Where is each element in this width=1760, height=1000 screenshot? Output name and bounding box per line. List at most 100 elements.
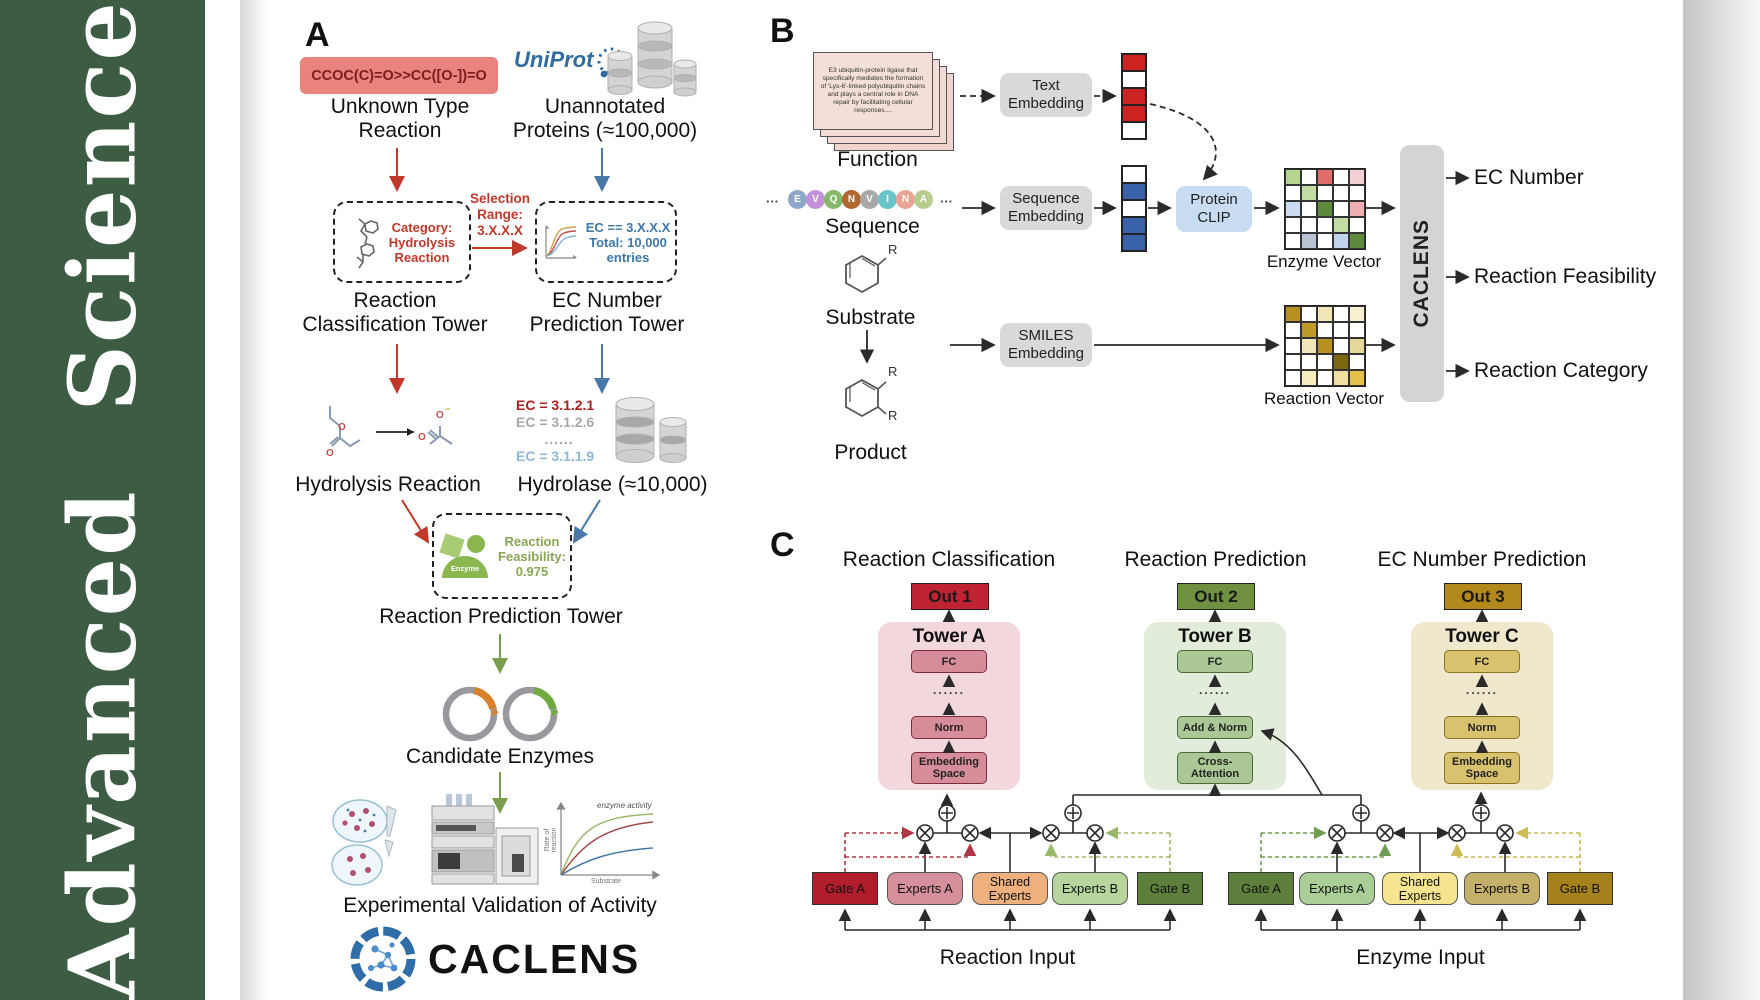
panel-a-label: A bbox=[305, 16, 330, 54]
product-r1-label: R bbox=[888, 364, 898, 379]
prediction-tower-label: Reaction Prediction Tower bbox=[379, 605, 623, 628]
journal-sidebar: Advanced Science bbox=[0, 0, 205, 1000]
tower-b-dots: ...... bbox=[1198, 683, 1231, 697]
smiles-reaction-box: CCOC(C)=O>>CC([O-])=O bbox=[300, 57, 498, 94]
function-card-text: E3 ubiquitin-protein ligase that specifi… bbox=[820, 67, 926, 114]
feasibility-box: Enzyme Reaction Feasibility: 0.975 bbox=[432, 513, 572, 599]
hplc-instrument-icon bbox=[431, 794, 539, 885]
journal-title: Advanced Science bbox=[48, 0, 157, 1000]
ec-tower-label: EC Number Prediction Tower bbox=[529, 289, 685, 336]
graph-curve-label: enzyme activity bbox=[597, 801, 652, 810]
kinetics-graph: enzyme activity Rate of reaction Substra… bbox=[544, 795, 667, 891]
ec-item-2: EC = 3.1.2.6 bbox=[516, 414, 595, 430]
tower-a-norm: Norm bbox=[911, 716, 987, 739]
product-label: Product bbox=[834, 441, 907, 464]
curves-icon bbox=[544, 225, 577, 259]
tower-a-embedding: Embedding Space bbox=[911, 752, 987, 784]
enzyme-icon: Enzyme bbox=[438, 530, 492, 582]
ec-selection-box: EC == 3.X.X.X Total: 10,000 entries bbox=[535, 201, 677, 283]
enzyme-icon-label: Enzyme bbox=[450, 564, 480, 573]
svg-text:O: O bbox=[436, 410, 444, 421]
product-r2-label: R bbox=[888, 408, 898, 423]
caclens-bar-text: CACLENS bbox=[1410, 219, 1433, 328]
enzyme-input-label: Enzyme Input bbox=[1356, 946, 1485, 969]
reaction-input-label: Reaction Input bbox=[939, 946, 1076, 969]
product-circles bbox=[916, 824, 1514, 842]
smiles-embedding-box: SMILES Embedding bbox=[1000, 323, 1092, 367]
reaction-vector-label: Reaction Vector bbox=[1263, 389, 1384, 408]
ec-selection-text: EC == 3.X.X.X Total: 10,000 entries bbox=[585, 219, 671, 265]
tower-a-dots: ...... bbox=[932, 683, 965, 697]
reaction-classification-box: Category: Hydrolysis Reaction bbox=[333, 201, 471, 283]
plasmids-icon bbox=[442, 686, 559, 742]
function-label: Function bbox=[837, 148, 918, 171]
tower-c-dots: ...... bbox=[1465, 683, 1498, 697]
enzyme-experts-a: Experts A bbox=[1299, 872, 1375, 905]
ec-item-3: EC = 3.1.1.9 bbox=[516, 448, 595, 464]
substrate-r-label: R bbox=[888, 242, 898, 257]
function-cards: E3 ubiquitin-protein ligase that specifi… bbox=[813, 52, 963, 152]
text-embedding-box: Text Embedding bbox=[1000, 73, 1092, 117]
tower-c-name: Tower C bbox=[1445, 626, 1519, 647]
out2-box: Out 2 bbox=[1177, 583, 1255, 610]
uniprot-logo-text: UniProt bbox=[514, 47, 594, 72]
title-reaction-prediction: Reaction Prediction bbox=[1124, 548, 1307, 571]
enzyme-gate-a: Gate A bbox=[1228, 872, 1294, 905]
title-ec-number-prediction: EC Number Prediction bbox=[1377, 548, 1587, 571]
graph-ylabel: Rate of reaction bbox=[544, 827, 558, 853]
sequence-embedding-box: Sequence Embedding bbox=[1000, 186, 1092, 230]
out1-box: Out 1 bbox=[911, 583, 989, 610]
tower-b-fc: FC bbox=[1177, 650, 1253, 673]
svg-text:O: O bbox=[326, 448, 334, 459]
selection-range-label: Selection Range: 3.X.X.X bbox=[469, 191, 531, 238]
sequence-label: Sequence bbox=[825, 215, 920, 238]
product-molecule-icon bbox=[845, 378, 887, 418]
output-reaction-feasibility: Reaction Feasibility bbox=[1474, 265, 1657, 288]
output-reaction-category: Reaction Category bbox=[1474, 359, 1648, 382]
hydrolase-label: Hydrolase (≈10,000) bbox=[517, 473, 708, 496]
reaction-gate-b: Gate B bbox=[1137, 872, 1203, 905]
candidate-enzymes-label: Candidate Enzymes bbox=[406, 745, 594, 768]
caclens-logo-icon bbox=[350, 926, 416, 992]
ec-item-ellipsis: ...... bbox=[544, 431, 574, 447]
substrate-molecule-icon bbox=[845, 254, 887, 294]
classification-tower-label: Reaction Classification Tower bbox=[302, 289, 488, 336]
sequence-ellipsis-right: ··· bbox=[940, 194, 953, 209]
reaction-gate-a: Gate A bbox=[812, 872, 878, 905]
enzyme-gate-b: Gate B bbox=[1547, 872, 1613, 905]
sum-circles bbox=[938, 804, 1490, 822]
tower-c-norm: Norm bbox=[1444, 716, 1520, 739]
validation-label: Experimental Validation of Activity bbox=[343, 894, 657, 917]
petri-dish-icon bbox=[331, 799, 397, 886]
unknown-reaction-label: Unknown Type Reaction bbox=[330, 95, 470, 142]
out3-box: Out 3 bbox=[1444, 583, 1522, 610]
enzyme-vector-label: Enzyme Vector bbox=[1266, 252, 1382, 271]
sequence-ellipsis-left: ··· bbox=[766, 194, 779, 209]
reaction-experts-b: Experts B bbox=[1052, 872, 1128, 905]
tower-a-name: Tower A bbox=[912, 626, 986, 647]
reaction-experts-a: Experts A bbox=[887, 872, 963, 905]
caclens-model-bar: CACLENS bbox=[1400, 145, 1444, 402]
sequence-vector bbox=[1121, 165, 1147, 252]
enzyme-vector-grid bbox=[1284, 168, 1366, 250]
graph-xlabel: Substrate bbox=[591, 878, 621, 885]
caclens-wordmark: CACLENS bbox=[428, 936, 641, 982]
title-reaction-classification: Reaction Classification bbox=[842, 548, 1056, 571]
molecule-chain-icon bbox=[356, 218, 379, 269]
tower-b-name: Tower B bbox=[1178, 626, 1252, 647]
hydrolysis-reaction-icon: O O O − O bbox=[326, 404, 453, 459]
unannotated-proteins-label: Unannotated Proteins (≈100,000) bbox=[512, 95, 698, 142]
category-text: Category: Hydrolysis Reaction bbox=[388, 219, 456, 265]
hydrolysis-label: Hydrolysis Reaction bbox=[295, 473, 481, 496]
hydrolase-database-icon bbox=[615, 397, 687, 463]
protein-clip-box: Protein CLIP bbox=[1176, 186, 1252, 232]
svg-text:O: O bbox=[338, 422, 346, 433]
svg-text:−: − bbox=[445, 404, 450, 414]
card-right-shadow bbox=[1683, 0, 1760, 1000]
svg-text:O: O bbox=[418, 432, 426, 443]
enzyme-shared-experts: Shared Experts bbox=[1382, 872, 1458, 905]
card-left-shadow bbox=[240, 0, 268, 1000]
reaction-vector-grid bbox=[1284, 305, 1366, 387]
panel-c-label: C bbox=[770, 526, 795, 564]
